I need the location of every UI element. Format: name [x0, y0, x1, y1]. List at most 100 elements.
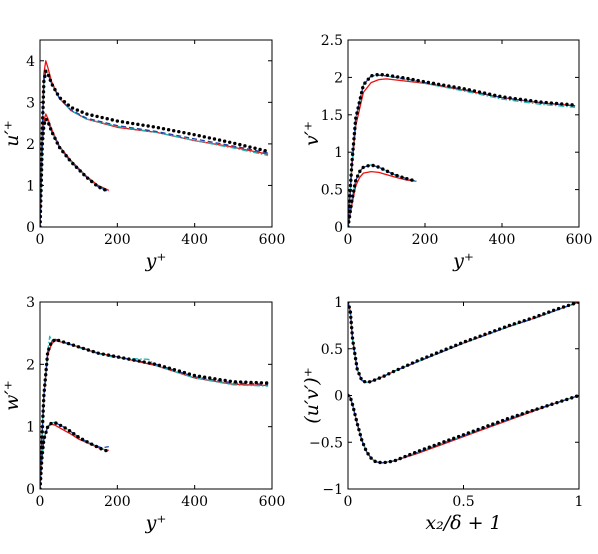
data-point — [41, 419, 45, 424]
x-tick-label: 200 — [412, 232, 439, 248]
data-point — [352, 407, 356, 412]
data-point — [172, 367, 177, 372]
data-point — [447, 84, 451, 88]
data-point — [456, 434, 461, 439]
data-point — [44, 69, 48, 73]
data-point — [40, 162, 44, 167]
data-point — [472, 89, 477, 93]
data-point — [67, 429, 72, 433]
data-point — [560, 399, 564, 403]
data-point — [137, 359, 141, 363]
data-point — [462, 87, 466, 91]
y-tick-label: 3 — [26, 95, 35, 111]
data-point — [434, 351, 439, 355]
data-point — [40, 188, 43, 193]
data-point — [349, 178, 353, 182]
data-point — [89, 179, 94, 184]
data-point — [40, 471, 43, 476]
data-point — [44, 367, 48, 372]
data-point — [350, 163, 354, 167]
data-point — [449, 345, 453, 349]
data-point — [452, 436, 456, 441]
data-point — [95, 114, 99, 119]
data-point — [417, 449, 422, 453]
data-point — [398, 456, 402, 461]
data-point — [497, 327, 502, 331]
x-tick-label: 400 — [181, 232, 208, 248]
data-point — [106, 353, 111, 357]
data-point — [483, 332, 487, 337]
data-point — [395, 75, 400, 79]
x-tick-label: 0 — [344, 494, 353, 510]
data-point — [422, 447, 427, 451]
data-point — [437, 441, 441, 446]
data-point — [349, 204, 353, 209]
data-point — [352, 189, 356, 193]
data-point — [238, 380, 243, 384]
data-point — [41, 398, 46, 403]
x-tick-label: 600 — [259, 494, 286, 510]
data-point — [366, 452, 370, 456]
data-point — [500, 418, 505, 423]
series-group — [348, 302, 579, 465]
series-line-dashdot-6 — [40, 118, 110, 227]
data-point — [348, 305, 351, 309]
data-point — [349, 315, 353, 319]
data-point — [40, 168, 44, 172]
data-point — [560, 102, 564, 106]
data-point — [534, 99, 538, 104]
data-point — [549, 101, 554, 105]
y-tick-label: 1.5 — [321, 108, 343, 124]
y-axis-label: (u′v′)⁺ — [301, 367, 323, 423]
data-point — [377, 376, 382, 380]
data-point — [259, 381, 264, 385]
data-point — [81, 346, 86, 351]
data-point — [355, 174, 360, 178]
data-point — [48, 127, 53, 131]
data-point — [142, 360, 146, 364]
data-point — [359, 376, 363, 381]
data-point — [141, 123, 145, 127]
series-line-dotted-4 — [40, 69, 267, 227]
data-point — [222, 139, 227, 143]
x-tick-label: 400 — [181, 494, 208, 510]
data-point — [518, 97, 523, 102]
data-point — [233, 380, 238, 384]
data-point — [47, 347, 51, 351]
data-point — [355, 111, 359, 115]
x-tick-label: 400 — [489, 232, 516, 248]
axes-box — [347, 301, 580, 490]
data-point — [101, 352, 106, 356]
data-point — [41, 116, 45, 120]
data-point — [352, 184, 357, 188]
data-point — [45, 352, 50, 356]
data-point — [78, 169, 82, 173]
data-point — [162, 365, 167, 369]
data-point — [415, 359, 419, 363]
data-point — [458, 341, 463, 346]
y-tick-label: 1 — [26, 420, 35, 436]
data-point — [244, 380, 248, 384]
data-point — [350, 402, 355, 407]
data-point — [507, 323, 512, 328]
data-point — [515, 413, 520, 418]
y-tick-label: −0.5 — [309, 435, 343, 451]
data-point — [367, 380, 372, 384]
data-point — [467, 88, 472, 92]
series-line-dashed-3 — [40, 70, 269, 227]
data-point — [152, 362, 157, 366]
data-point — [75, 108, 80, 112]
data-point — [238, 142, 242, 147]
series-line-dotted-4 — [40, 338, 269, 489]
y-tick-label: 4 — [26, 54, 35, 70]
data-point — [42, 388, 47, 393]
data-point — [40, 461, 44, 465]
data-point — [52, 338, 56, 343]
data-point — [243, 144, 247, 148]
data-point — [80, 437, 85, 442]
data-point — [496, 420, 500, 425]
data-point — [86, 348, 91, 352]
data-point — [353, 121, 357, 125]
data-point — [67, 158, 72, 162]
data-point — [233, 141, 237, 146]
